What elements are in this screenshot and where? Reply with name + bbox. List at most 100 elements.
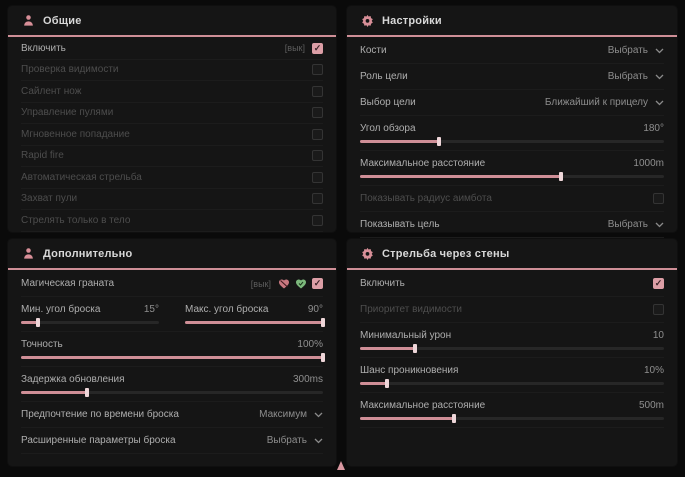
dropdown-value: Выбрать — [607, 71, 648, 82]
slider-value: 10 — [652, 330, 664, 341]
row-show-target: Показывать цель Выбрать — [360, 212, 664, 238]
dropdown-value: Выбрать — [266, 435, 307, 446]
advanced-throw-dropdown[interactable]: Выбрать — [267, 435, 323, 446]
person-icon — [21, 247, 35, 261]
row-label: Мгновенное попадание — [21, 128, 130, 140]
slider-value: 300ms — [292, 374, 323, 385]
wb-max-distance-slider[interactable] — [360, 414, 664, 423]
slider-thumb[interactable] — [452, 414, 457, 423]
min-angle-slider[interactable] — [21, 318, 159, 327]
row-label: Включить — [360, 278, 405, 289]
keybind-label[interactable]: [вык] — [250, 278, 271, 289]
chevron-down-icon — [314, 412, 323, 417]
gear-icon — [360, 14, 374, 28]
row-bullet-capture: Захват пули — [21, 189, 323, 210]
row-throw-time: Предпочтение по времени броска Максимум — [21, 402, 323, 428]
checkbox-rapid-fire[interactable] — [312, 150, 323, 162]
max-angle-slider[interactable] — [185, 318, 325, 327]
row-label: Задержка обновления — [21, 374, 125, 385]
accuracy-slider[interactable] — [21, 353, 325, 362]
row-wb-max-distance: Максимальное расстояние 500m — [360, 393, 664, 428]
slider-thumb[interactable] — [321, 353, 325, 362]
checkbox-wallbang-enable[interactable]: ✓ — [653, 278, 664, 289]
panel-wallbang-body: Включить ✓ Приоритет видимости Минимальн… — [347, 270, 677, 428]
throw-time-dropdown[interactable]: Максимум — [259, 409, 323, 420]
panel-settings-body: Кости Выбрать Роль цели Выбрать Выбор це… — [347, 37, 677, 238]
heart-check-icon[interactable] — [295, 278, 307, 290]
checkbox-body-only[interactable] — [312, 214, 323, 226]
slider-thumb[interactable] — [35, 318, 40, 327]
checkbox-enable[interactable]: ✓ — [312, 42, 323, 54]
checkbox-instant-hit[interactable] — [312, 128, 323, 140]
row-label: Выбор цели — [360, 97, 416, 108]
panel-title: Стрельба через стены — [382, 247, 510, 260]
row-accuracy: Точность 100% — [21, 332, 325, 367]
target-choice-dropdown[interactable]: Ближайший к прицелу — [545, 97, 664, 108]
chevron-down-icon — [655, 74, 664, 79]
slider-thumb[interactable] — [412, 344, 417, 353]
bones-dropdown[interactable]: Выбрать — [608, 45, 664, 56]
row-bones: Кости Выбрать — [360, 38, 664, 64]
checkbox-auto-fire[interactable] — [312, 171, 323, 183]
row-label: Управление пулями — [21, 107, 114, 119]
row-throw-angles: Мин. угол броска 15° Макс. угол броска 9… — [21, 297, 325, 332]
row-magic-grenade: Магическая граната [вык] ✓ — [21, 271, 323, 297]
row-fov: Угол обзора 180° — [360, 116, 664, 151]
keybind-label[interactable]: [вык] — [284, 43, 305, 54]
slider-thumb[interactable] — [321, 318, 325, 327]
checkbox-magic-grenade[interactable]: ✓ — [312, 278, 323, 289]
row-min-angle: Мин. угол броска 15° — [21, 302, 159, 327]
penetration-chance-slider[interactable] — [360, 379, 664, 388]
slider-thumb[interactable] — [85, 388, 90, 397]
row-label: Приоритет видимости — [360, 304, 463, 315]
row-max-angle: Макс. угол броска 90° — [185, 302, 325, 327]
row-advanced-throw: Расширенные параметры броска Выбрать — [21, 428, 323, 454]
row-auto-fire: Автоматическая стрельба — [21, 167, 323, 189]
panel-general-header: Общие — [8, 6, 336, 37]
row-min-damage: Минимальный урон 10 — [360, 323, 664, 358]
heart-slash-icon[interactable] — [278, 278, 290, 290]
checkbox-show-radius[interactable] — [653, 193, 664, 204]
row-label: Мин. угол броска — [21, 304, 101, 315]
max-distance-slider[interactable] — [360, 172, 664, 181]
target-role-dropdown[interactable]: Выбрать — [608, 71, 664, 82]
check-icon: ✓ — [313, 278, 322, 288]
panel-title: Дополнительно — [43, 247, 133, 260]
row-target-choice: Выбор цели Ближайший к прицелу — [360, 90, 664, 116]
slider-value: 1000m — [633, 158, 664, 169]
gear-icon — [360, 247, 374, 261]
checkbox-bullet-control[interactable] — [312, 107, 323, 119]
row-body-only: Стрелять только в тело — [21, 210, 323, 232]
slider-thumb[interactable] — [437, 137, 442, 146]
chevron-down-icon — [655, 48, 664, 53]
row-label: Угол обзора — [360, 123, 416, 134]
checkbox-bullet-capture[interactable] — [312, 193, 323, 205]
cursor-pointer — [337, 461, 345, 470]
row-label: Максимальное расстояние — [360, 158, 486, 169]
checkbox-silent-knife[interactable] — [312, 85, 323, 97]
checkbox-visibility-check[interactable] — [312, 64, 323, 76]
slider-value: 15° — [143, 304, 159, 315]
row-label: Стрелять только в тело — [21, 214, 131, 226]
row-label: Проверка видимости — [21, 64, 119, 76]
update-delay-slider[interactable] — [21, 388, 323, 397]
panel-wallbang-header: Стрельба через стены — [347, 239, 677, 270]
row-label: Автоматическая стрельба — [21, 171, 142, 183]
dropdown-value: Выбрать — [607, 219, 648, 230]
slider-value: 100% — [297, 339, 323, 350]
chevron-down-icon — [655, 222, 664, 227]
check-icon: ✓ — [654, 278, 663, 288]
checkbox-visibility-priority[interactable] — [653, 304, 664, 315]
row-bullet-control: Управление пулями — [21, 103, 323, 124]
slider-thumb[interactable] — [558, 172, 563, 181]
show-target-dropdown[interactable]: Выбрать — [608, 219, 664, 230]
check-icon: ✓ — [313, 42, 322, 53]
row-label: Показывать цель — [360, 219, 440, 230]
min-damage-slider[interactable] — [360, 344, 664, 353]
row-label: Сайлент нож — [21, 85, 82, 97]
slider-value: 500m — [638, 400, 664, 411]
panel-additional-header: Дополнительно — [8, 239, 336, 270]
fov-slider[interactable] — [360, 137, 664, 146]
row-wallbang-enable: Включить ✓ — [360, 271, 664, 297]
slider-thumb[interactable] — [385, 379, 390, 388]
